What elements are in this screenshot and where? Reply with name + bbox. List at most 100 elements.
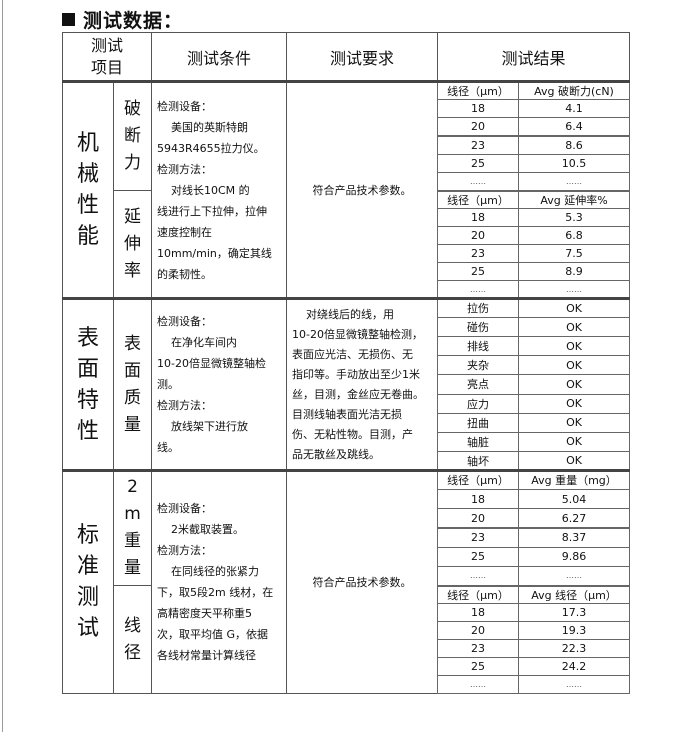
- requirement-line: 丝，目测，金丝应无卷曲。: [292, 387, 424, 401]
- result-cell: OK: [518, 355, 630, 376]
- test-condition-cell: 检测设备： 在净化车间内 10-20倍显微镜整轴检 测。检测方法： 放线架下进行放线…: [151, 298, 287, 471]
- result-header-cell: Avg 破断力(cN): [518, 81, 630, 101]
- condition-line: 美国的英斯特朗: [157, 120, 248, 134]
- result-cell: 9.86: [518, 546, 630, 567]
- condition-line: 次，取平均值 G，依据: [157, 628, 269, 641]
- condition-line: 下，取5段2m 线材，在: [157, 586, 274, 599]
- requirement-line: 对绕线后的线，用: [292, 307, 394, 321]
- subitem-label-text: 延伸率: [124, 207, 141, 281]
- section-label-text: 表面特性: [76, 325, 99, 444]
- condition-line: 10-20倍显微镜整轴检: [157, 357, 266, 370]
- result-cell: 23: [437, 244, 519, 263]
- result-cell: 25: [437, 546, 519, 567]
- result-cell: OK: [518, 431, 630, 452]
- header-test-requirement: 测试要求: [286, 32, 438, 82]
- result-cell: 10.5: [518, 153, 630, 173]
- section-label-text: 标准测试: [76, 523, 99, 641]
- subitem-label-text: 线径: [124, 615, 141, 663]
- section-label-text: 机械性能: [76, 131, 99, 249]
- result-cell: 18: [437, 208, 519, 227]
- result-cell: OK: [518, 374, 630, 395]
- result-cell: 20: [437, 621, 519, 640]
- condition-line: 高精密度天平称重5: [157, 607, 252, 620]
- page-edge-line: [2, 0, 3, 732]
- result-cell: 8.37: [518, 527, 630, 548]
- section-label: 机械性能: [62, 81, 114, 299]
- result-cell: 7.5: [518, 244, 630, 263]
- result-cell: 排线: [437, 336, 519, 357]
- result-cell: 应力: [437, 393, 519, 414]
- condition-line: 检测设备：: [157, 315, 212, 328]
- condition-line: 的柔韧性。: [157, 267, 212, 281]
- result-cell: OK: [518, 393, 630, 414]
- section-divider: [62, 80, 630, 83]
- result-cell: ……: [437, 171, 519, 191]
- condition-line: 在同线径的张紧力: [157, 565, 259, 578]
- result-cell: 夹杂: [437, 355, 519, 376]
- result-cell: 6.8: [518, 226, 630, 245]
- result-cell: 20: [437, 117, 519, 137]
- condition-line: 检测方法：: [157, 162, 212, 176]
- result-cell: 轴坏: [437, 450, 519, 471]
- result-cell: 5.3: [518, 208, 630, 227]
- header-test-condition-text: 测试条件: [186, 49, 251, 68]
- result-cell: 22.3: [518, 639, 630, 658]
- section-label: 表面特性: [62, 298, 114, 471]
- result-cell: OK: [518, 336, 630, 357]
- requirement-line: 伤、无粘性物。目测，产: [292, 427, 413, 441]
- subitem-label: 破断力: [113, 81, 152, 191]
- condition-line: 线进行上下拉伸，拉伸: [157, 204, 267, 218]
- requirement-line: 指印等。手动放出至少1米: [292, 367, 420, 381]
- result-cell: 拉伤: [437, 298, 519, 319]
- result-cell: OK: [518, 298, 630, 319]
- result-cell: 8.6: [518, 135, 630, 155]
- test-requirement-cell-text: 符合产品技术参数。: [312, 576, 412, 589]
- test-requirement-cell: 对绕线后的线，用 10-20倍显微镜整轴检测， 表面应光洁、无损伤、无 指印等。手动放…: [286, 298, 438, 471]
- header-test-condition: 测试条件: [151, 32, 287, 82]
- result-header-cell: 线径（μm）: [437, 190, 519, 209]
- requirement-line: 品无散丝及跳线。: [292, 447, 380, 461]
- result-header-cell: 线径（μm）: [437, 470, 519, 491]
- result-cell: 18: [437, 99, 519, 119]
- result-divider: [437, 190, 630, 192]
- result-cell: 19.3: [518, 621, 630, 640]
- condition-line: 速度控制在: [157, 225, 212, 239]
- result-cell: 17.3: [518, 603, 630, 622]
- result-cell: 5.04: [518, 489, 630, 510]
- result-cell: ……: [518, 675, 630, 694]
- header-test-result-text: 测试结果: [501, 49, 566, 68]
- condition-line: 在净化车间内: [157, 336, 237, 349]
- test-condition-cell: 检测设备： 2米截取装置。 检测方法： 在同线径的张紧力 下，取5段2m 线材，在高…: [151, 470, 287, 694]
- section-label: 标准测试: [62, 470, 114, 694]
- result-header-cell: Avg 延伸率%: [518, 190, 630, 209]
- requirement-line: 10-20倍显微镜整轴检测，: [292, 327, 423, 341]
- condition-line: 对线长10CM 的: [157, 183, 250, 197]
- requirement-line: 表面应光洁、无损伤、无: [292, 347, 413, 361]
- subitem-label-text: 表面质量: [124, 333, 141, 435]
- result-cell: 6.4: [518, 117, 630, 137]
- header-test-item: 测试 项目: [62, 32, 152, 82]
- result-cell: OK: [518, 412, 630, 433]
- subitem-label: 延伸率: [113, 190, 152, 299]
- condition-line: 10mm/min，确定其线: [157, 246, 272, 260]
- result-cell: 6.27: [518, 508, 630, 529]
- result-header-cell: 线径（μm）: [437, 585, 519, 604]
- subitem-label-text: 破断力: [124, 98, 141, 173]
- condition-line: 放线架下进行放: [157, 420, 248, 433]
- result-cell: 25: [437, 657, 519, 676]
- section-divider: [62, 297, 630, 300]
- result-cell: 20: [437, 226, 519, 245]
- condition-line: 测。: [157, 378, 179, 391]
- square-bullet-icon: [62, 13, 75, 26]
- header-test-item-text: 测试 项目: [90, 36, 123, 77]
- test-requirement-cell: 符合产品技术参数。: [286, 470, 438, 694]
- condition-line: 线。: [157, 441, 179, 454]
- result-header-cell: Avg 线径（μm）: [518, 585, 630, 604]
- result-cell: 8.9: [518, 262, 630, 281]
- subitem-label: 表面质量: [113, 298, 152, 471]
- condition-line: 检测方法：: [157, 399, 212, 412]
- test-requirement-cell-text: 符合产品技术参数。: [312, 184, 412, 197]
- result-cell: OK: [518, 450, 630, 471]
- header-test-result: 测试结果: [437, 32, 630, 82]
- condition-line: 5943R4655拉力仪。: [157, 141, 265, 155]
